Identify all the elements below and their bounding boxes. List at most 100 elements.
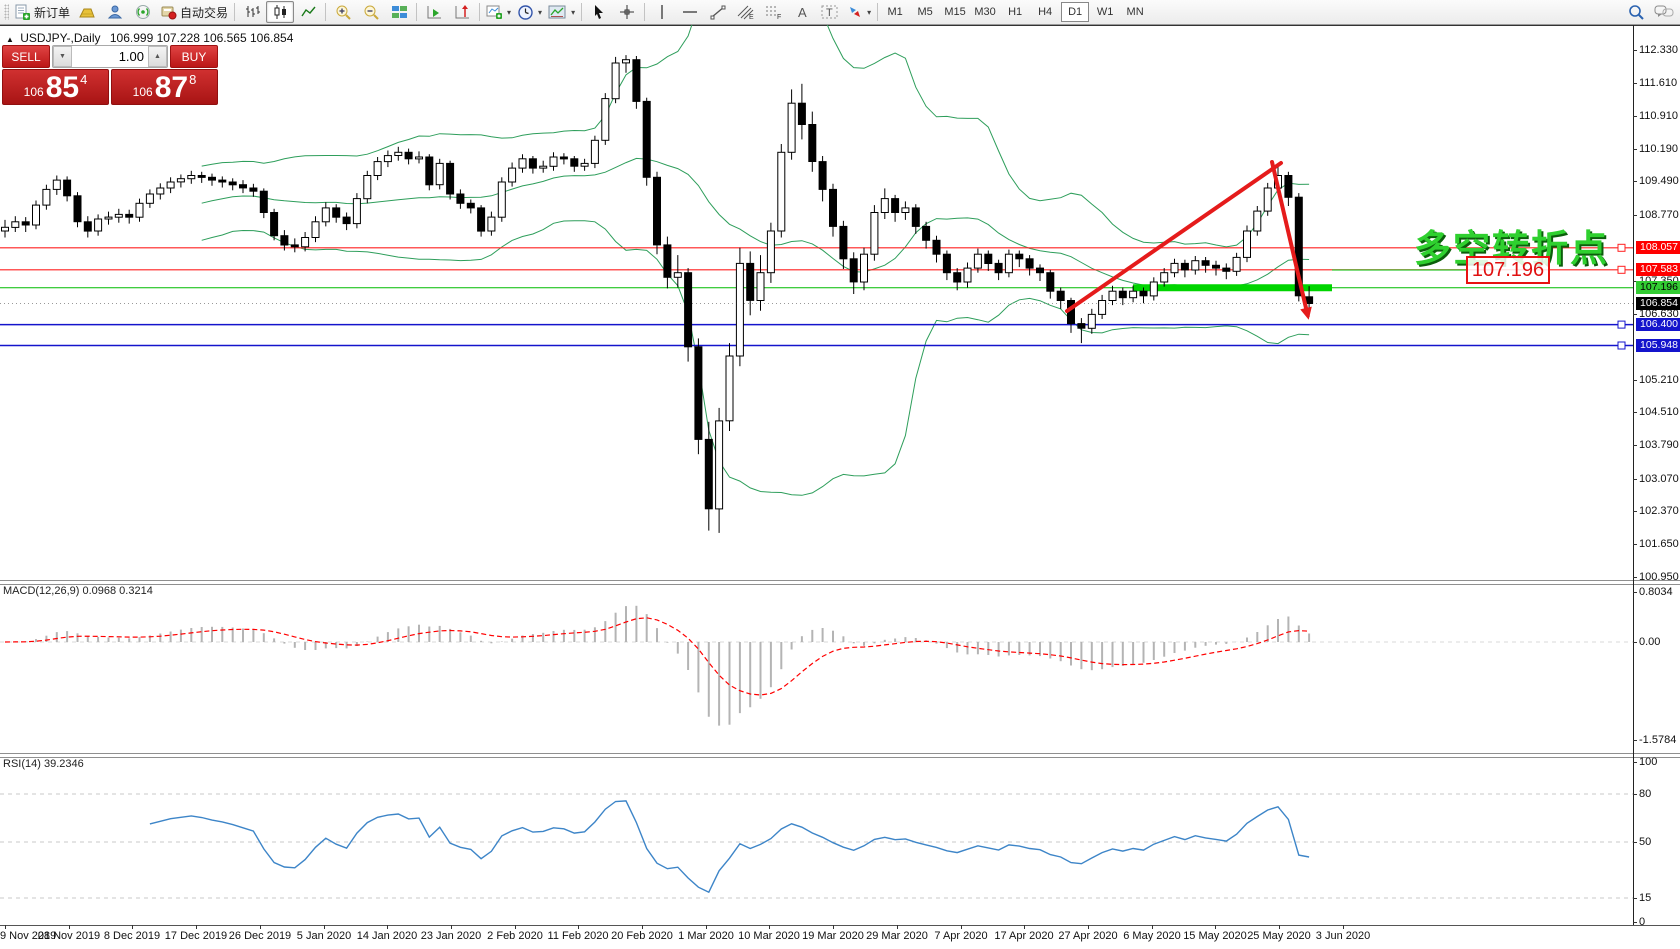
y-axis-tick-label: 110.910 (1639, 110, 1678, 122)
channel-tool-button[interactable]: E (732, 1, 760, 23)
rsi-axis-tick (1633, 842, 1637, 843)
date-axis-tick (196, 925, 197, 929)
chart-shift-button[interactable] (448, 1, 476, 23)
auto-trading-icon (161, 6, 177, 20)
date-label: 25 May 2020 (1247, 930, 1311, 942)
macd-plot[interactable] (0, 583, 1633, 753)
pane-divider[interactable] (0, 580, 1680, 585)
template-icon (548, 5, 566, 19)
timeframe-button-h1[interactable]: H1 (1008, 6, 1023, 18)
volume-input[interactable] (72, 46, 148, 67)
toolbar-grip[interactable] (4, 4, 9, 20)
tile-windows-button[interactable] (385, 1, 413, 23)
chart-shift-icon (455, 5, 469, 19)
date-label: 2 Feb 2020 (487, 930, 543, 942)
candlestick-plot[interactable] (0, 25, 1633, 580)
arrows-tool-button[interactable]: ▾ (844, 1, 874, 23)
vertical-line-tool-button[interactable] (648, 1, 676, 23)
collapse-arrow-icon[interactable]: ▲ (6, 35, 14, 44)
date-label: 14 Jan 2020 (356, 930, 418, 942)
sell-price-tile[interactable]: 106 85 4 (2, 69, 109, 105)
date-axis-tick (1215, 925, 1216, 929)
search-button[interactable] (1622, 1, 1650, 23)
zoom-in-button[interactable] (329, 1, 357, 23)
community-button[interactable] (101, 1, 129, 23)
rsi-axis-tick (1633, 762, 1637, 763)
cursor-icon (595, 5, 604, 19)
auto-scroll-button[interactable] (420, 1, 448, 23)
macd-axis-tick-label: 0.00 (1639, 636, 1661, 648)
chevron-down-icon: ▾ (538, 7, 543, 17)
line-chart-type-button[interactable] (294, 1, 322, 23)
volume-increase-button[interactable]: ▲ (148, 46, 167, 67)
rsi-plot[interactable] (0, 756, 1633, 925)
deposit-button[interactable] (73, 1, 101, 23)
zoom-out-icon (364, 5, 379, 20)
timeframe-button-m30[interactable]: M30 (974, 6, 996, 18)
new-order-button[interactable]: 新订单 (11, 1, 73, 23)
trendline-tool-button[interactable] (704, 1, 732, 23)
date-label: 19 Mar 2020 (802, 930, 864, 942)
timeframe-toolbar: M1 M5 M15 M30 H1 H4 D1 W1 MN (881, 2, 1149, 22)
horizontal-line-tool-button[interactable] (676, 1, 704, 23)
arrows-icon (850, 7, 861, 17)
date-label: 1 Mar 2020 (678, 930, 734, 942)
auto-trading-label: 自动交易 (180, 5, 229, 20)
chat-button[interactable] (1650, 1, 1678, 23)
signals-button[interactable] (129, 1, 157, 23)
price-callout-box[interactable]: 107.196 (1466, 256, 1550, 284)
bar-chart-type-button[interactable] (238, 1, 266, 23)
auto-trading-button[interactable]: 自动交易 (157, 1, 231, 23)
zoom-out-button[interactable] (357, 1, 385, 23)
cursor-tool-button[interactable] (585, 1, 613, 23)
buy-price-tile[interactable]: 106 87 8 (111, 69, 218, 105)
date-label: 6 May 2020 (1123, 930, 1181, 942)
y-axis-tick (1633, 314, 1637, 315)
date-axis-tick (897, 925, 898, 929)
crosshair-tool-button[interactable] (613, 1, 641, 23)
date-axis-tick (833, 925, 834, 929)
new-chart-button[interactable]: ▾ (483, 1, 514, 23)
volume-decrease-button[interactable]: ▼ (53, 46, 72, 67)
price-axis-line (1633, 25, 1634, 925)
y-axis-tick (1633, 544, 1637, 545)
price-badge: 107.583 (1636, 263, 1680, 276)
y-axis-tick-label: 112.330 (1639, 44, 1678, 56)
date-label: 15 May 2020 (1183, 930, 1247, 942)
timeframe-button-m5[interactable]: M5 (917, 6, 933, 18)
timeframe-button-mn[interactable]: MN (1126, 6, 1144, 18)
rsi-axis-tick-label: 100 (1639, 756, 1658, 768)
date-axis-tick (1088, 925, 1089, 929)
signals-icon (135, 5, 150, 19)
timeframe-button-w1[interactable]: W1 (1096, 6, 1114, 18)
bar-chart-icon (245, 6, 260, 17)
timeframe-button-m15[interactable]: M15 (944, 6, 966, 18)
y-axis-tick-label: 100.950 (1639, 571, 1679, 583)
timeframe-button-m1[interactable]: M1 (887, 6, 903, 18)
chat-bubbles-icon (1654, 5, 1674, 17)
sell-button[interactable]: SELL (2, 45, 50, 68)
date-axis-tick (515, 925, 516, 929)
date-axis-tick (69, 925, 70, 929)
crosshair-icon (620, 5, 635, 19)
chart-ohlc-values: 106.999 107.228 106.565 106.854 (109, 31, 294, 45)
fibonacci-icon: F (766, 6, 781, 20)
fibonacci-tool-button[interactable]: F (760, 1, 788, 23)
timeframe-button-h4[interactable]: H4 (1038, 6, 1053, 18)
date-axis-tick (260, 925, 261, 929)
text-tool-button[interactable]: A (788, 1, 816, 23)
candlestick-chart-type-button[interactable] (266, 1, 295, 23)
buy-button[interactable]: BUY (170, 45, 218, 68)
gold-ingot-icon (79, 8, 95, 18)
chevron-down-icon: ▾ (867, 7, 872, 17)
pane-divider[interactable] (0, 753, 1680, 758)
periods-button[interactable]: ▾ (514, 1, 545, 23)
templates-button[interactable]: ▾ (545, 1, 578, 23)
tile-windows-icon (391, 6, 407, 18)
y-axis-tick (1633, 181, 1637, 182)
date-label: 8 Dec 2019 (103, 930, 161, 942)
label-tool-button[interactable]: T (816, 1, 844, 23)
date-axis-tick (642, 925, 643, 929)
timeframe-button-d1[interactable]: D1 (1061, 2, 1090, 22)
auto-scroll-icon (427, 6, 441, 19)
